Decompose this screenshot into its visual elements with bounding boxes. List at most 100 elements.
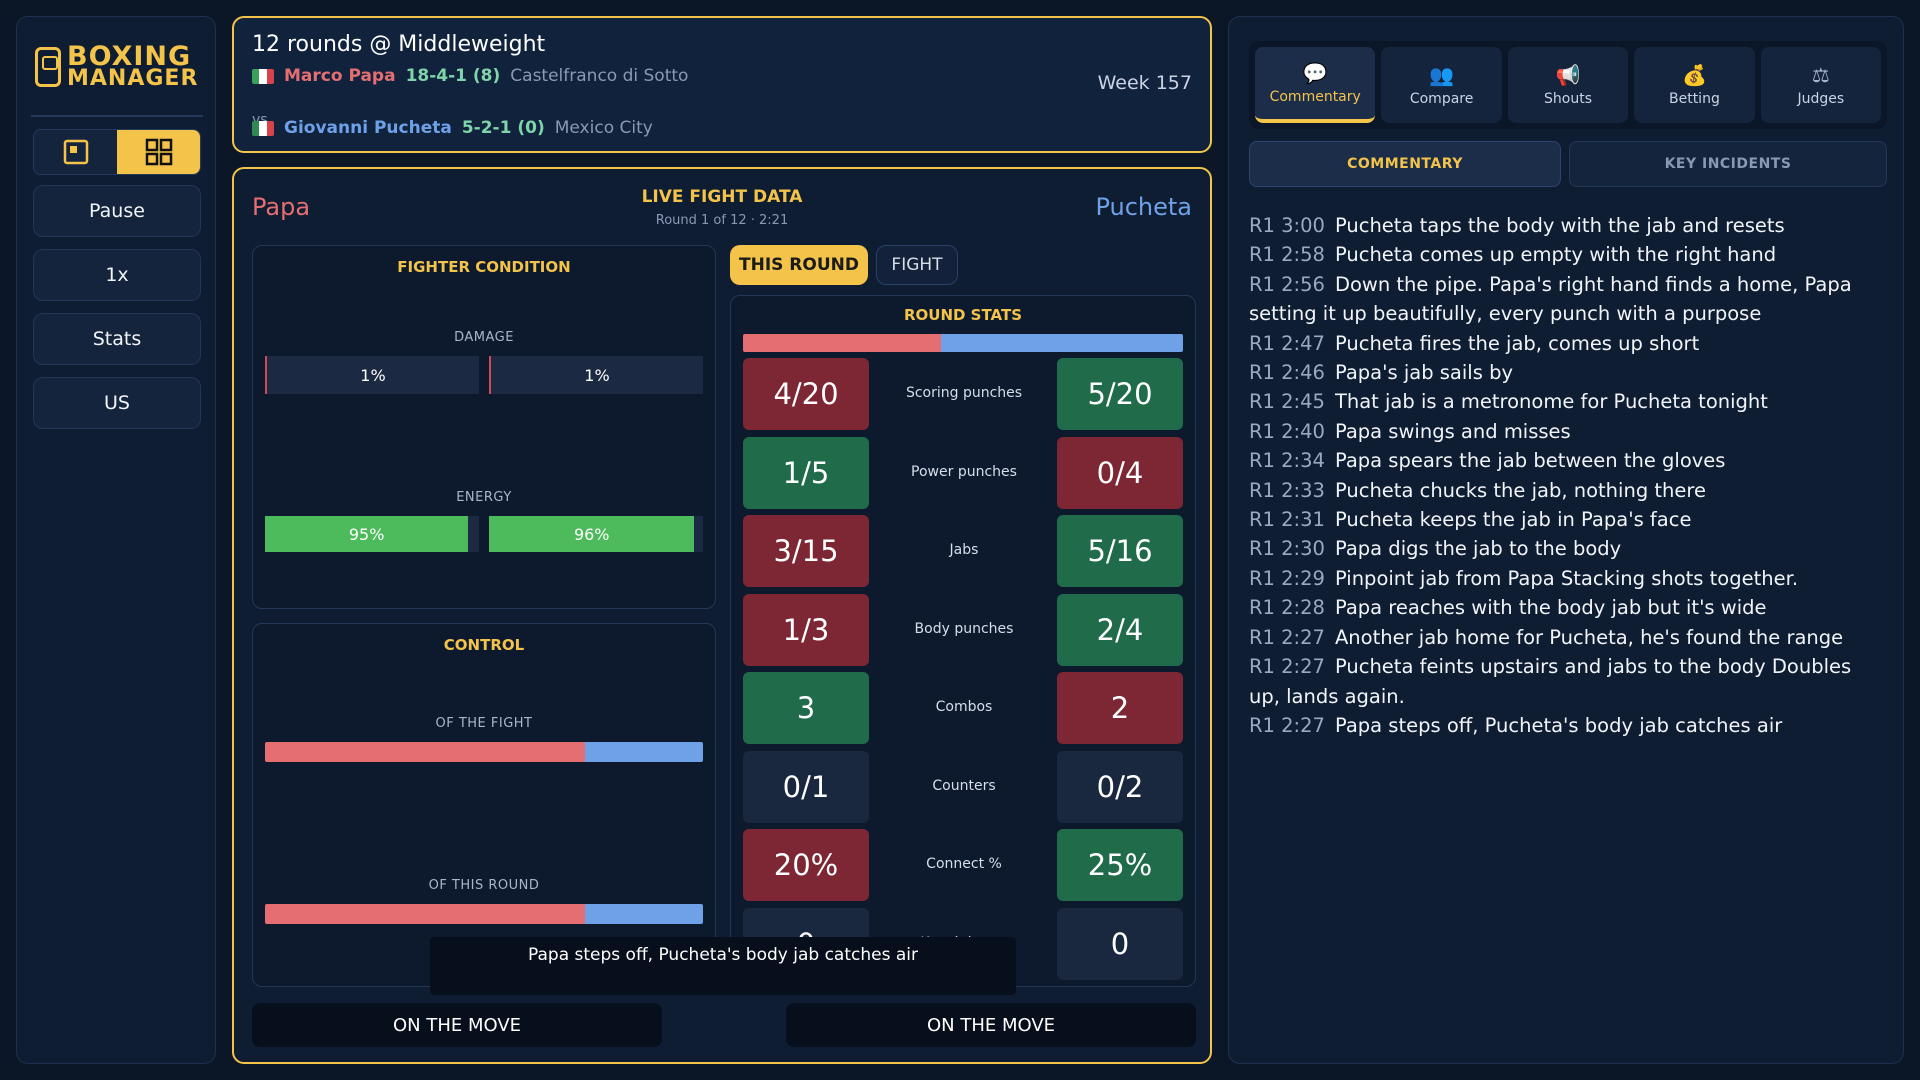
entry-text: Pucheta chucks the jab, nothing there [1334, 478, 1706, 502]
red-energy-fill [265, 516, 469, 552]
red-damage: 1% [265, 356, 479, 394]
live-fight-panel: Papa LIVE FIGHT DATA Round 1 of 12 · 2:2… [232, 167, 1212, 1064]
red-energy-bar: 95% [265, 516, 479, 552]
stats-button[interactable]: Stats [33, 313, 201, 365]
commentary-entry: R1 2:31 Pucheta keeps the jab in Papa's f… [1249, 505, 1887, 534]
right-panel: 💬 Commentary 👥 Compare 📢 Shouts 💰 Bettin… [1228, 16, 1904, 1064]
blue-stat-value: 25% [1057, 829, 1183, 901]
entry-time: R1 2:30 [1249, 537, 1325, 561]
blue-stat-value: 2/4 [1057, 593, 1183, 666]
commentary-entry: R1 2:47 Pucheta fires the jab, comes up s… [1249, 329, 1887, 358]
fighter-condition-title: FIGHTER CONDITION [397, 258, 571, 276]
entry-text: Papa steps off, Pucheta's body jab catch… [1334, 713, 1783, 737]
scales-icon: ⚖ [1811, 63, 1830, 87]
entry-text: Pinpoint jab from Papa Stacking shots to… [1334, 566, 1799, 590]
blue-stat-value: 5/16 [1057, 515, 1183, 587]
commentary-entry: R1 2:33 Pucheta chucks the jab, nothing t… [1249, 476, 1887, 505]
fighter-1-record: 18-4-1 (8) [405, 66, 501, 86]
blue-stat-value: 0/4 [1057, 436, 1183, 509]
stat-label: Combos [935, 699, 993, 715]
commentary-entry: R1 2:34 Papa spears the jab between the g… [1249, 446, 1887, 475]
week-label: Week 157 [1097, 72, 1192, 94]
red-energy-value: 95% [348, 524, 385, 544]
entry-text: Pucheta keeps the jab in Papa's face [1334, 508, 1692, 532]
commentary-entry: R1 2:28 Papa reaches with the body jab bu… [1249, 593, 1887, 622]
fighter-1-name[interactable]: Marco Papa [284, 66, 396, 86]
grid-view-toggle[interactable] [117, 130, 200, 174]
commentary-entry: R1 2:27 Another jab home for Pucheta, he'… [1249, 623, 1887, 652]
logo-line-1: BOXING [67, 40, 192, 72]
entry-time: R1 2:56 [1249, 272, 1325, 296]
commentary-subtab[interactable]: COMMENTARY [1249, 141, 1561, 187]
fighter-2-name[interactable]: Giovanni Pucheta [284, 118, 452, 138]
blue-stat-value: 0/2 [1057, 750, 1183, 823]
entry-time: R1 2:27 [1249, 625, 1325, 649]
round-control-red [265, 904, 585, 924]
tab-betting[interactable]: 💰 Betting [1634, 47, 1755, 123]
fight-title: 12 rounds @ Middleweight [252, 32, 546, 57]
entry-time: R1 2:46 [1249, 361, 1325, 385]
tab-shouts[interactable]: 📢 Shouts [1507, 47, 1629, 123]
fight-header: 12 rounds @ Middleweight Marco Papa 18-4… [232, 16, 1212, 153]
stat-label: Counters [932, 777, 996, 794]
entry-time: R1 3:00 [1249, 214, 1325, 237]
divider [31, 115, 203, 117]
tab-this-round[interactable]: THIS ROUND [730, 245, 868, 285]
entry-text: Pucheta fires the jab, comes up short [1334, 331, 1700, 355]
commentary-entry: R1 2:27 Papa steps off, Pucheta's body ja… [1249, 711, 1887, 740]
commentary-entry: R1 2:29 Pinpoint jab from Papa Stacking s… [1249, 564, 1887, 593]
round-info: Round 1 of 12 · 2:21 [655, 213, 789, 228]
live-fight-title: LIVE FIGHT DATA [641, 187, 803, 207]
energy-label: ENERGY [456, 490, 512, 505]
round-stats-title: ROUND STATS [903, 306, 1023, 324]
stat-label: Power punches [911, 463, 1017, 480]
entry-time: R1 2:45 [1249, 390, 1325, 414]
stat-label: Scoring punches [905, 385, 1023, 401]
tab-compare[interactable]: 👥 Compare [1381, 47, 1502, 123]
tab-judges[interactable]: ⚖ Judges [1760, 47, 1882, 123]
red-stat-value: 3 [743, 672, 869, 744]
damage-label: DAMAGE [454, 330, 514, 345]
red-corner-name: Papa [252, 193, 311, 221]
entry-time: R1 2:40 [1249, 419, 1325, 443]
tab-commentary[interactable]: 💬 Commentary [1255, 47, 1376, 123]
entry-text: Pucheta comes up empty with the right ha… [1334, 243, 1777, 267]
people-icon: 👥 [1429, 63, 1455, 87]
entry-text: Pucheta feints upstairs and jabs to the … [1249, 655, 1852, 708]
entry-time: R1 2:27 [1249, 655, 1325, 679]
blue-on-the-move-button[interactable]: ON THE MOVE [786, 1003, 1196, 1047]
entry-time: R1 2:27 [1249, 713, 1325, 737]
key-incidents-subtab[interactable]: KEY INCIDENTS [1569, 141, 1887, 187]
entry-time: R1 2:31 [1249, 508, 1325, 532]
single-view-toggle[interactable] [34, 130, 117, 174]
red-on-the-move-button[interactable]: ON THE MOVE [252, 1003, 662, 1047]
entry-time: R1 2:34 [1249, 449, 1325, 473]
of-this-round-label: OF THIS ROUND [428, 878, 540, 893]
control-title: CONTROL [443, 636, 525, 654]
blue-energy-fill [489, 516, 695, 552]
tab-shouts-label: Shouts [1544, 91, 1592, 107]
view-toggle [33, 129, 201, 175]
fighter-1-city: Castelfranco di Sotto [510, 66, 689, 86]
single-view-icon [63, 139, 88, 165]
entry-text: Papa spears the jab between the gloves [1334, 449, 1726, 473]
blue-energy-value: 96% [573, 524, 610, 544]
commentary-log: R1 3:00 Pucheta taps the body with the ja… [1249, 211, 1887, 740]
control-panel: CONTROL OF THE FIGHT OF THIS ROUND [252, 623, 716, 987]
tab-fight[interactable]: FIGHT [876, 245, 958, 285]
red-stat-value: 4/20 [743, 358, 869, 430]
speed-button[interactable]: 1x [33, 249, 201, 301]
blue-stat-value: 5/20 [1057, 358, 1183, 430]
momentum-blue [941, 334, 1183, 352]
boxing-manager-logo: BOXING MANAGER [35, 35, 199, 99]
entry-time: R1 2:29 [1249, 566, 1325, 590]
entry-time: R1 2:28 [1249, 596, 1325, 620]
speech-bubble-icon: 💬 [1302, 61, 1328, 85]
region-button[interactable]: US [33, 377, 201, 429]
entry-text: Papa swings and misses [1334, 419, 1571, 443]
blue-damage: 1% [489, 356, 703, 394]
pause-button[interactable]: Pause [33, 185, 201, 237]
entry-time: R1 2:47 [1249, 331, 1325, 355]
entry-time: R1 2:33 [1249, 478, 1325, 502]
round-stats-momentum-bar [743, 334, 1183, 352]
